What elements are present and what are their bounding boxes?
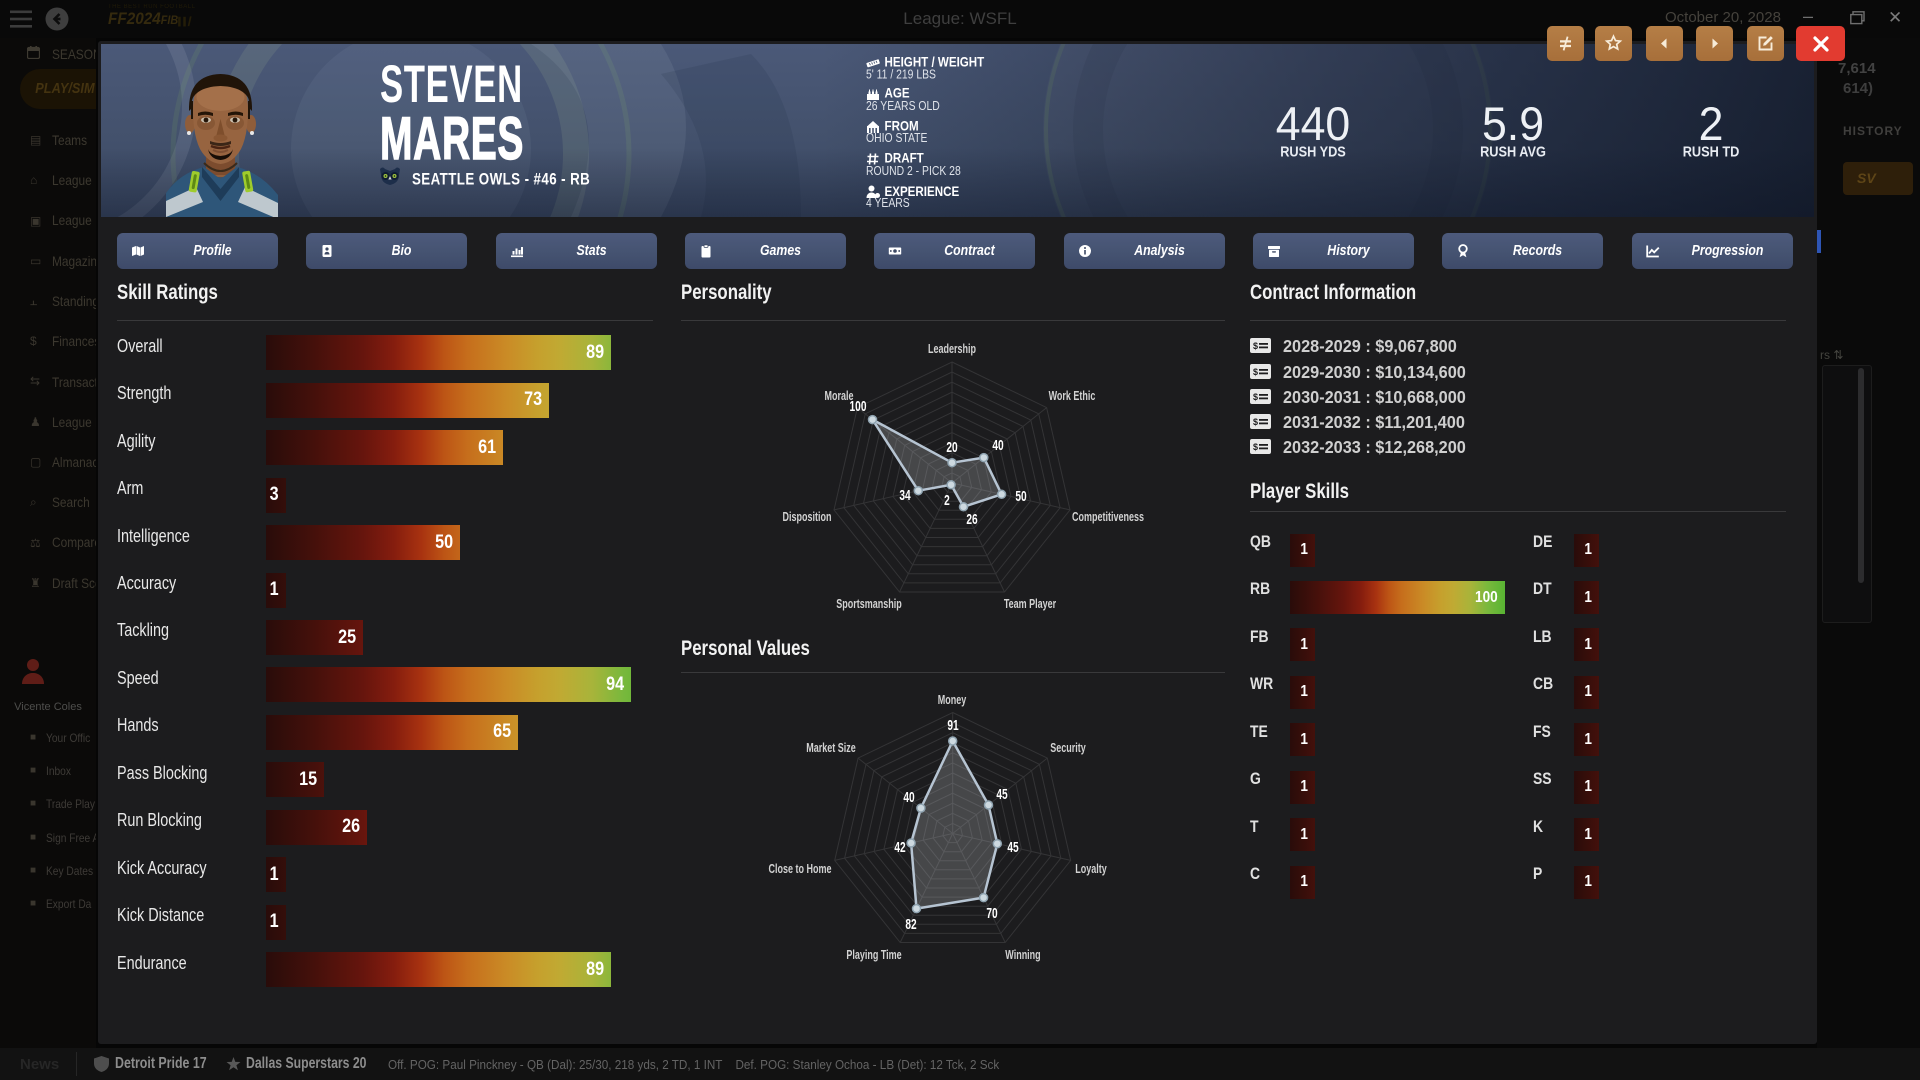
svg-text:Close to Home: Close to Home (769, 863, 832, 877)
svg-text:RUSH AVG: RUSH AVG (1480, 143, 1546, 160)
svg-text:45: 45 (1007, 839, 1018, 855)
svg-text:RUSH YDS: RUSH YDS (1280, 143, 1346, 160)
svg-text:26: 26 (966, 511, 977, 527)
svg-text:MARES: MARES (380, 104, 524, 172)
svg-text:4 YEARS: 4 YEARS (866, 196, 910, 210)
svg-text:Disposition: Disposition (783, 511, 832, 525)
svg-text:$: $ (1253, 367, 1258, 377)
svg-text:82: 82 (905, 916, 916, 932)
svg-text:HEIGHT / WEIGHT: HEIGHT / WEIGHT (885, 54, 985, 70)
svg-text:42: 42 (894, 839, 905, 855)
svg-text:Morale: Morale (825, 390, 854, 404)
svg-text:100: 100 (850, 398, 867, 414)
svg-text:RUSH TD: RUSH TD (1683, 143, 1740, 160)
svg-text:34: 34 (899, 487, 910, 503)
svg-text:ROUND 2 - PICK 28: ROUND 2 - PICK 28 (866, 164, 961, 178)
svg-text:Winning: Winning (1005, 949, 1040, 963)
svg-text:2: 2 (944, 492, 950, 508)
svg-text:Security: Security (1050, 742, 1085, 756)
svg-text:Team Player: Team Player (1004, 598, 1057, 612)
svg-text:440: 440 (1276, 98, 1350, 150)
svg-text:Leadership: Leadership (928, 343, 976, 357)
svg-text:70: 70 (986, 905, 997, 921)
svg-text:Playing Time: Playing Time (846, 949, 901, 963)
svg-text:5.9: 5.9 (1482, 98, 1544, 150)
svg-text:20: 20 (946, 439, 957, 455)
svg-text:EXPERIENCE: EXPERIENCE (885, 183, 960, 199)
svg-text:Loyalty: Loyalty (1075, 863, 1106, 877)
svg-text:Money: Money (938, 694, 966, 708)
svg-text:DRAFT: DRAFT (885, 150, 924, 166)
svg-text:Work Ethic: Work Ethic (1049, 390, 1096, 404)
svg-text:50: 50 (1015, 488, 1026, 504)
svg-text:SEATTLE OWLS - #46 - RB: SEATTLE OWLS - #46 - RB (412, 170, 590, 189)
svg-text:Market Size: Market Size (806, 742, 855, 756)
svg-text:Sportsmanship: Sportsmanship (836, 598, 902, 612)
svg-text:$: $ (1253, 392, 1258, 402)
svg-text:5' 11 / 219 LBS: 5' 11 / 219 LBS (866, 67, 936, 81)
svg-text:AGE: AGE (885, 85, 910, 101)
svg-text:FROM: FROM (885, 118, 919, 134)
svg-text:2: 2 (1699, 98, 1724, 150)
svg-text:26 YEARS OLD: 26 YEARS OLD (866, 99, 940, 113)
svg-text:40: 40 (903, 789, 914, 805)
svg-text:91: 91 (947, 717, 958, 733)
svg-text:$: $ (1253, 341, 1258, 351)
svg-text:$: $ (1253, 417, 1258, 427)
svg-text:40: 40 (992, 437, 1003, 453)
svg-text:STEVEN: STEVEN (380, 55, 523, 114)
svg-text:45: 45 (996, 786, 1007, 802)
svg-text:Competitiveness: Competitiveness (1072, 511, 1144, 525)
svg-text:$: $ (1253, 442, 1258, 452)
svg-text:OHIO STATE: OHIO STATE (866, 131, 928, 145)
